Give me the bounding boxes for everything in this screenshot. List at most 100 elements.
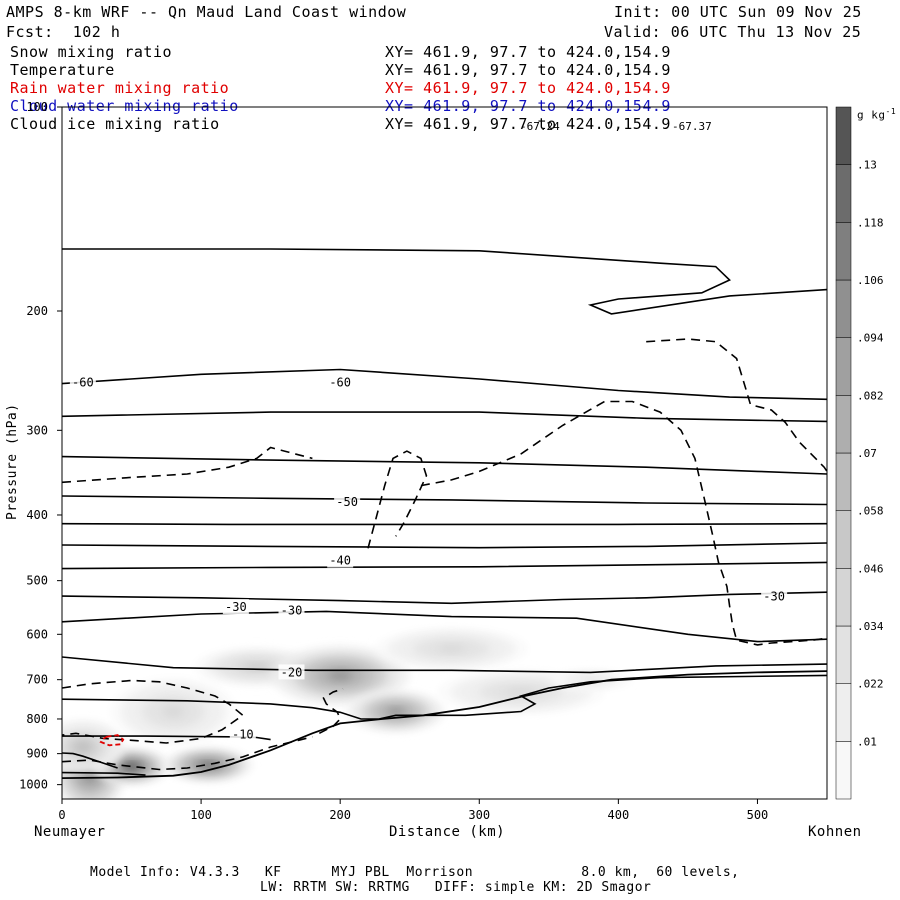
temperature-contour	[62, 610, 827, 643]
cloud-ice-contour	[420, 400, 827, 646]
x-tick-label: 100	[190, 808, 212, 822]
cloud-ice-contour	[318, 688, 344, 735]
colorbar-label: .046	[857, 562, 884, 575]
label-background	[278, 664, 305, 680]
y-tick-label: 400	[26, 508, 48, 522]
snow-blob	[437, 669, 605, 715]
colorbar-swatch	[835, 741, 852, 800]
colorbar-swatch	[835, 452, 852, 511]
temperature-label: -50	[336, 495, 358, 509]
legend-row-xy: XY= 461.9, 97.7 to 424.0,154.9	[385, 61, 671, 79]
label-background	[222, 599, 249, 615]
colorbar-swatch	[835, 395, 852, 454]
label-background	[69, 374, 96, 390]
legend-row-name: Snow mixing ratio	[10, 43, 173, 61]
temperature-label: -40	[329, 554, 351, 568]
x-tick-label: 0	[58, 808, 65, 822]
temperature-contour	[62, 674, 827, 720]
temperature-contour	[62, 542, 827, 549]
cloud-ice-contour	[62, 736, 313, 771]
colorbar-swatch	[835, 279, 852, 338]
cloud-ice-contour	[646, 338, 827, 472]
snow-blob	[163, 747, 253, 783]
legend-row-xy: XY= 461.9, 97.7 to 424.0,154.9	[385, 97, 671, 115]
colorbar-swatch	[835, 510, 852, 569]
x-end-label-left: Neumayer	[34, 824, 106, 840]
legend-row-name: Rain water mixing ratio	[10, 79, 230, 97]
temperature-contour	[62, 495, 827, 506]
temperature-labels: -60 -60 -50 -40 -30 -30 -30 -20 -10	[69, 374, 788, 742]
temperature-contour	[62, 656, 827, 674]
temperature-label: -20	[281, 665, 303, 679]
legend-row-name: Cloud ice mixing ratio	[10, 115, 220, 133]
legend-row-xy: XY= 461.9, 97.7 to 424.0,154.9	[385, 115, 671, 133]
valid-time: Valid: 06 UTC Thu 13 Nov 25	[604, 23, 862, 41]
temperature-label: -30	[281, 603, 303, 617]
colorbar: .01 .022 .034 .046 .058 .07 .082 .094 .106 .118 .1…	[835, 106, 884, 800]
temperature-contour	[62, 248, 827, 315]
colorbar-label: .01	[857, 735, 877, 748]
y-tick-label: 900	[26, 747, 48, 761]
y-tick-label: 700	[26, 673, 48, 687]
y-tick-label: 1000	[19, 778, 48, 792]
temperature-label: -30	[763, 590, 785, 604]
corner-label-left: -67.24	[520, 120, 560, 133]
contour-layer	[62, 248, 827, 779]
snow-blob	[347, 690, 445, 733]
colorbar-swatch	[835, 337, 852, 396]
colorbar-unit: g kg-1	[857, 107, 897, 122]
colorbar-label: .034	[857, 620, 884, 633]
colorbar-swatch	[835, 568, 852, 627]
y-tick-label: 500	[26, 574, 48, 588]
colorbar-label: .118	[857, 216, 884, 229]
temperature-label: -60	[72, 375, 94, 389]
terrain-profile	[62, 670, 827, 779]
colorbar-label: .106	[857, 274, 884, 287]
cloud-ice-contour	[367, 450, 428, 549]
label-background	[334, 494, 361, 510]
y-tick-label: 600	[26, 627, 48, 641]
model-info: Model Info: V4.3.3 KF MYJ PBL Morrison 8…	[90, 865, 740, 880]
axes: 100 200 300 400 500 600 700 800 900 1000 0 100 200 30…	[19, 100, 768, 822]
colorbar-label: .07	[857, 447, 877, 460]
temperature-contour	[62, 411, 827, 423]
rain-contour	[99, 734, 125, 747]
label-background	[278, 602, 305, 618]
y-tick-label: 200	[26, 304, 48, 318]
snow-blob	[270, 645, 410, 706]
x-tick-label: 400	[608, 808, 630, 822]
x-axis-label: Distance (km)	[389, 824, 506, 840]
temperature-contour	[62, 455, 827, 475]
y-axis-label: Pressure (hPa)	[5, 403, 20, 520]
temperature-label: -10	[232, 727, 254, 741]
y-tick-label: 100	[26, 100, 48, 114]
temperature-label: -30	[225, 600, 247, 614]
legend-row-name: Temperature	[10, 61, 115, 79]
temperature-contour	[62, 561, 827, 570]
y-tick-label: 800	[26, 712, 48, 726]
label-background	[761, 588, 788, 604]
colorbar-swatch	[835, 625, 852, 684]
init-time: Init: 00 UTC Sun 09 Nov 25	[614, 3, 862, 21]
legend-row-xy: XY= 461.9, 97.7 to 424.0,154.9	[385, 43, 671, 61]
temperature-contour	[62, 591, 827, 605]
colorbar-swatch	[835, 683, 852, 742]
colorbar-swatch	[835, 164, 852, 223]
label-background	[327, 374, 354, 390]
chart-title: AMPS 8-km WRF -- Qn Maud Land Coast wind…	[6, 3, 407, 21]
x-end-label-right: Kohnen	[808, 824, 862, 840]
label-background	[229, 726, 256, 742]
y-tick-label: 300	[26, 423, 48, 437]
snow-shading	[62, 627, 633, 799]
cloud-ice-contour	[62, 446, 313, 484]
temperature-contour	[62, 752, 118, 769]
colorbar-label: .082	[857, 389, 884, 402]
colorbar-label: .058	[857, 505, 884, 518]
legend-row-xy: XY= 461.9, 97.7 to 424.0,154.9	[385, 79, 671, 97]
snow-blob	[374, 627, 528, 670]
colorbar-label: .022	[857, 678, 884, 691]
label-background	[327, 552, 354, 568]
forecast-hour: Fcst: 102 h	[6, 23, 121, 41]
plot-frame	[61, 106, 828, 800]
